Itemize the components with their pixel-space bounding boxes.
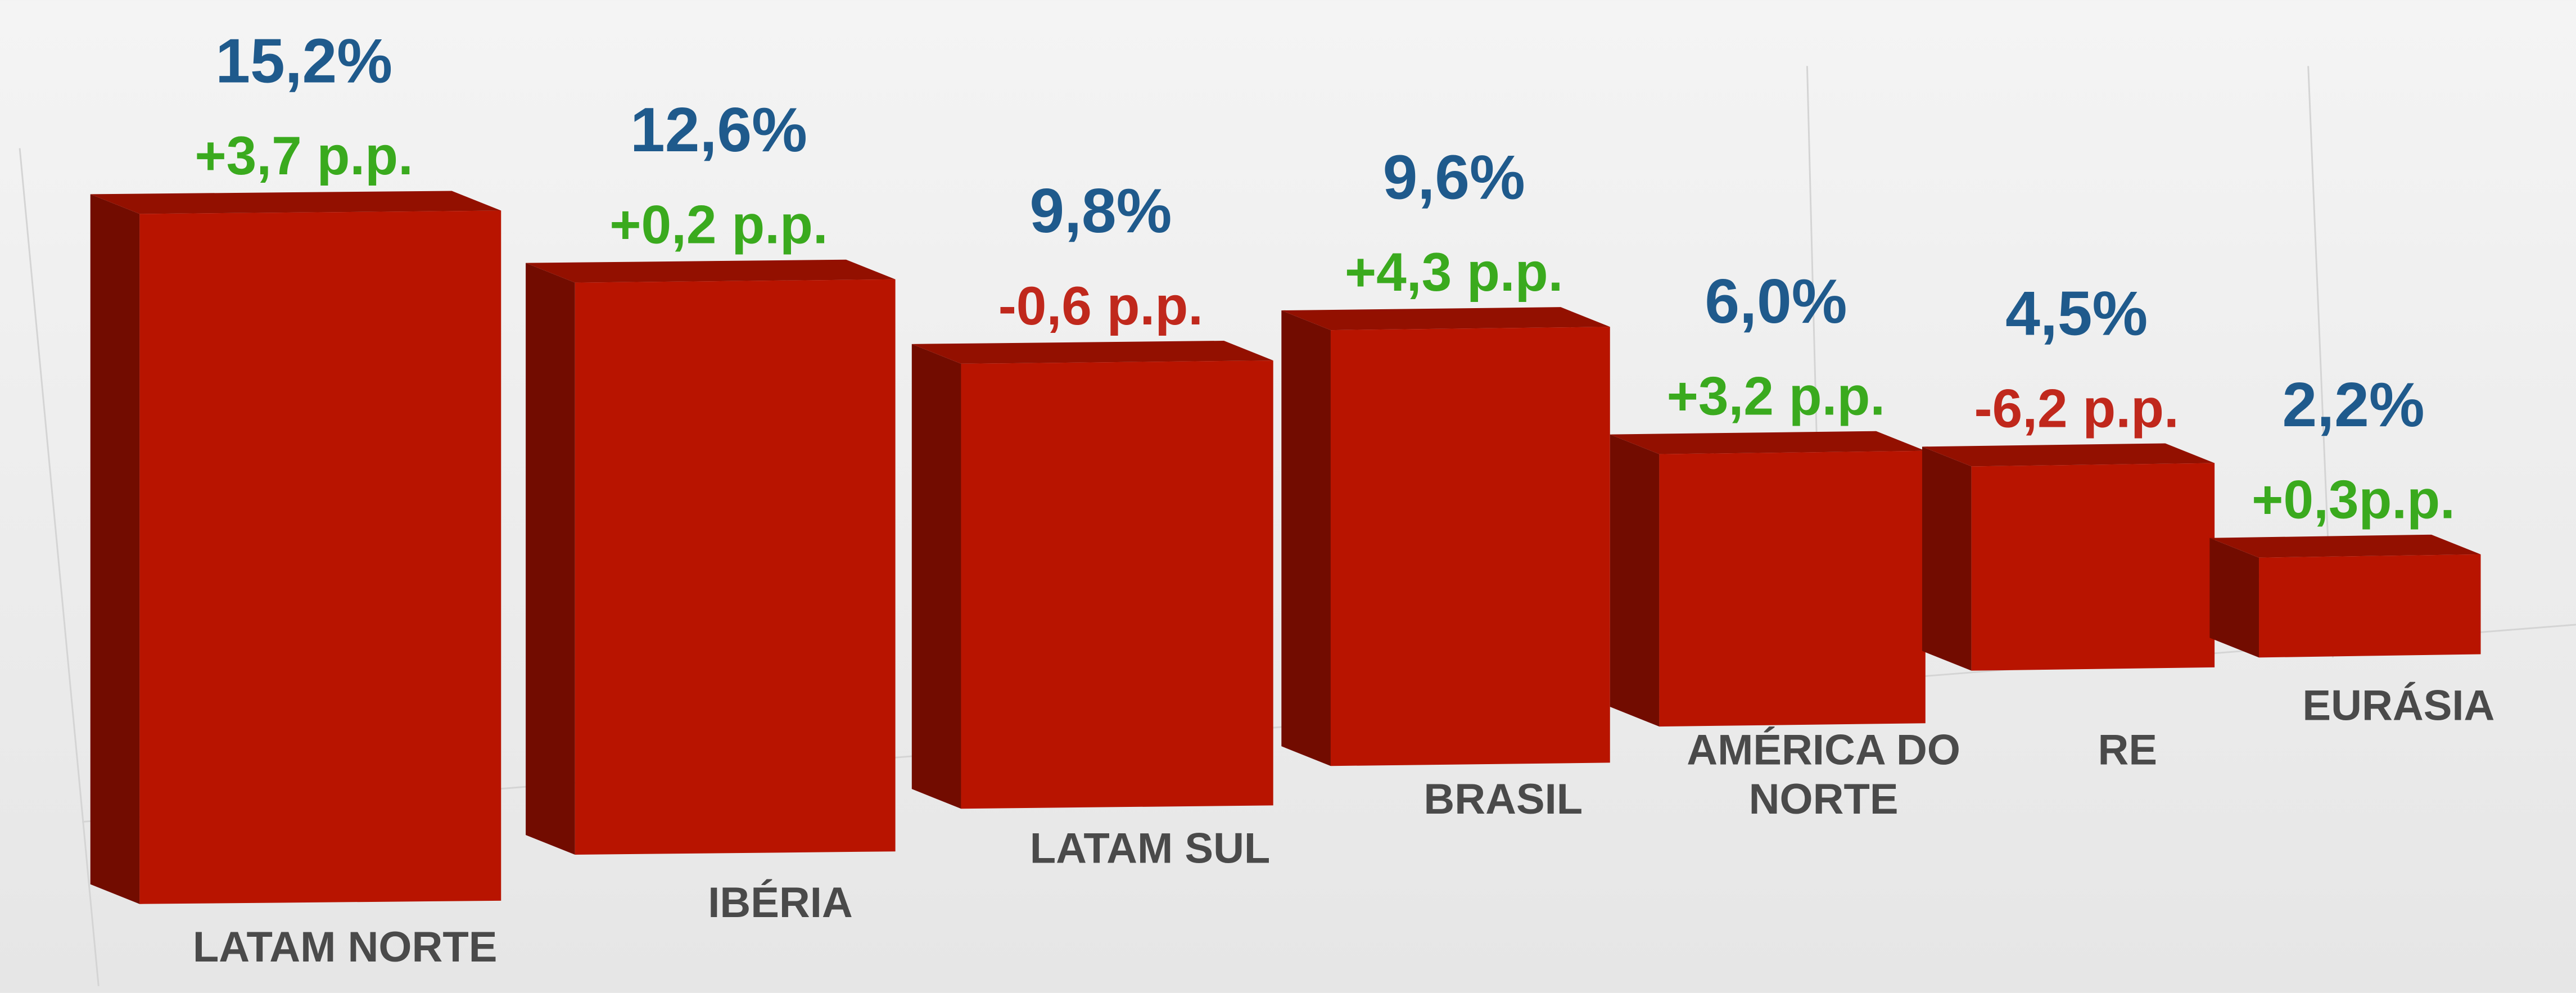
bar-side [2209,538,2259,658]
value-label: 4,5% [2005,278,2148,349]
category-label: LATAM NORTE [192,922,498,972]
bar [1922,443,2215,671]
bar-front [575,279,896,855]
bar-side [1922,446,1972,671]
bar [2209,534,2481,658]
bar-side [911,344,961,809]
change-label: -0,6 p.p. [998,276,1203,336]
bar-side [526,263,575,855]
bar-front [961,360,1273,809]
change-label: +0,2 p.p. [609,195,828,255]
value-label: 6,0% [1705,266,1847,336]
bar-front [139,210,501,904]
bar-front [1971,463,2215,671]
bar-front [2259,554,2481,658]
bar [526,259,896,855]
value-label: 9,8% [1029,175,1172,246]
change-label: +3,2 p.p. [1667,367,1886,427]
category-label-box: IBÉRIA [708,877,853,927]
category-label-box: RE [2098,725,2158,774]
bar-top [1922,443,2215,467]
bar-side [90,194,140,904]
bar-top [1610,431,1926,454]
bar [90,191,501,904]
bar-front [1330,327,1610,766]
bar [911,341,1273,809]
value-label: 2,2% [2283,369,2425,440]
value-label: 12,6% [630,94,807,165]
category-label: AMÉRICA DO NORTE [1687,725,1961,824]
category-label: IBÉRIA [708,877,853,927]
bar-front [1659,450,1926,727]
bar-side [1610,434,1660,727]
category-label-box: LATAM NORTE [192,922,498,972]
change-label: +3,7 p.p. [195,126,413,186]
category-label: LATAM SUL [1029,823,1271,873]
bar [1281,307,1610,766]
bar-side [1281,310,1331,766]
change-label: +4,3 p.p. [1345,242,1563,303]
bar-top [526,259,896,283]
change-label: +0,3p.p. [2252,470,2455,530]
category-label-box: BRASIL [1423,774,1583,824]
value-label: 9,6% [1383,142,1525,212]
bar-top [2209,534,2481,558]
bar-top [911,341,1273,364]
category-label-box: AMÉRICA DO NORTE [1687,725,1961,824]
category-label: EURÁSIA [2302,680,2495,730]
category-label-box: LATAM SUL [1029,823,1271,873]
change-label: -6,2 p.p. [1974,378,2179,439]
category-label: RE [2098,725,2158,774]
bar [1610,431,1926,727]
category-label-box: EURÁSIA [2302,680,2495,730]
category-label: BRASIL [1423,774,1583,824]
value-label: 15,2% [215,26,392,96]
bar-top [90,191,501,214]
bar-top [1281,307,1610,331]
